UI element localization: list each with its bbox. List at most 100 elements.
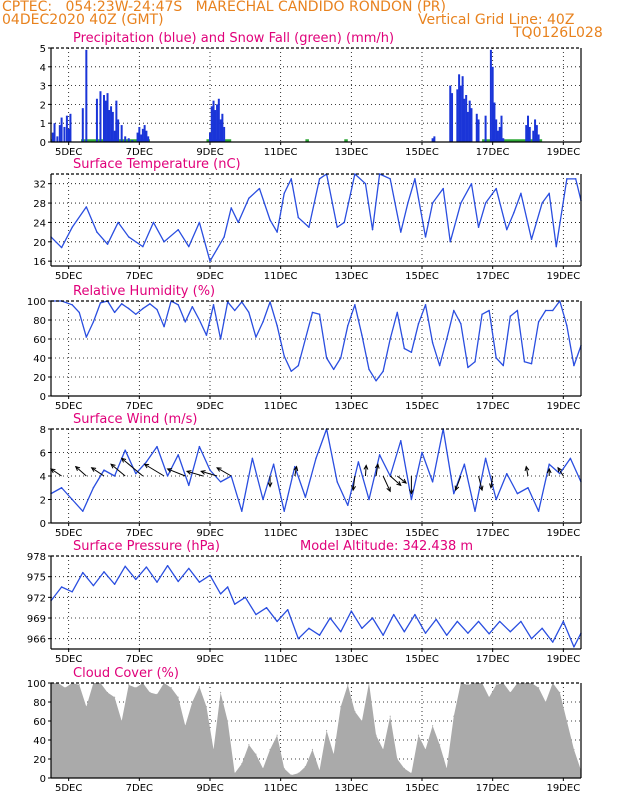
temp-point xyxy=(484,202,487,204)
wind-point xyxy=(283,510,285,512)
precip-bar xyxy=(468,100,471,142)
x-tick-label: 13DEC xyxy=(334,147,368,158)
pres-point xyxy=(329,617,331,619)
cloud-point xyxy=(78,684,80,686)
temp-point xyxy=(60,246,63,249)
cloud-point xyxy=(220,691,222,694)
temp-point xyxy=(209,260,211,262)
precip-bar xyxy=(103,95,105,142)
wind-point xyxy=(188,484,190,487)
cloud-point xyxy=(191,701,193,703)
wind-arrow xyxy=(110,463,126,477)
temp-point xyxy=(513,212,515,214)
rh-point xyxy=(446,338,448,340)
temp-point xyxy=(128,236,130,238)
temp-point xyxy=(378,173,381,175)
temp-point xyxy=(541,202,543,204)
pres-point xyxy=(456,620,459,623)
cloud-point xyxy=(212,748,215,751)
temp-point xyxy=(71,226,73,228)
pres-point xyxy=(209,574,211,576)
x-tick-label: 11DEC xyxy=(264,401,298,412)
wind-point xyxy=(463,463,466,465)
temp-point xyxy=(555,245,557,248)
run-time: 04DEC2020 40Z (GMT) xyxy=(2,12,164,28)
x-tick-label: 15DEC xyxy=(405,271,439,282)
wind-point xyxy=(145,461,148,463)
rh-point xyxy=(85,336,88,338)
y-tick-label: 5 xyxy=(40,44,46,55)
y-tick-label: 2 xyxy=(40,496,46,507)
rh-point xyxy=(149,303,151,305)
pres-point xyxy=(145,566,148,568)
wind-point xyxy=(453,492,455,495)
wind-arrow-head xyxy=(546,467,552,474)
temp-point xyxy=(477,226,480,228)
wind-arrow xyxy=(375,464,379,477)
cloud-point xyxy=(198,686,200,688)
precip-bar xyxy=(63,126,66,142)
x-tick-label: 7DEC xyxy=(126,271,153,282)
wind-arrow-head xyxy=(216,467,222,472)
precip-bar xyxy=(223,126,226,142)
rh-point xyxy=(325,357,328,359)
x-tick-label: 17DEC xyxy=(476,271,510,282)
pres-point xyxy=(488,633,490,635)
precip-bar xyxy=(51,132,54,142)
precip-bar xyxy=(463,98,466,142)
x-tick-label: 19DEC xyxy=(546,783,580,794)
cloud-point xyxy=(545,701,547,703)
wind-arrow xyxy=(382,475,391,492)
x-tick-label: 13DEC xyxy=(334,271,368,282)
temp-point xyxy=(223,236,225,238)
precip-bar xyxy=(99,91,102,142)
y-tick-label: 0 xyxy=(40,519,46,530)
precip-bar xyxy=(136,132,139,142)
pres-point xyxy=(530,637,533,640)
x-tick-label: 11DEC xyxy=(264,147,298,158)
precip-bar xyxy=(140,134,143,142)
wind-point xyxy=(251,457,254,460)
x-tick-label: 13DEC xyxy=(334,783,368,794)
wind-arrow-head xyxy=(200,470,206,475)
precip-bar xyxy=(69,113,72,142)
wind-point xyxy=(82,510,84,512)
cloud-point xyxy=(417,734,420,736)
pres-line xyxy=(50,564,582,648)
y-tick-label: 972 xyxy=(27,593,46,604)
wind-arrow-head xyxy=(489,483,494,489)
precip-bar xyxy=(534,119,537,142)
wind-arrow-head xyxy=(110,463,116,469)
precip-bar xyxy=(458,74,461,142)
rh-point xyxy=(573,364,575,367)
rh-point xyxy=(537,321,540,323)
precip-bar xyxy=(537,134,540,142)
y-tick-label: 0 xyxy=(40,774,46,785)
wind-arrow xyxy=(389,475,402,486)
precip-bar xyxy=(475,113,478,142)
x-tick-label: 19DEC xyxy=(546,401,580,412)
x-tick-label: 7DEC xyxy=(126,147,153,158)
cloud-point xyxy=(85,706,87,708)
x-tick-label: 19DEC xyxy=(546,528,580,539)
rh-point xyxy=(156,308,158,311)
pres-title: Surface Pressure (hPa) xyxy=(73,539,220,554)
wind-arrow xyxy=(167,468,186,477)
cloud-point xyxy=(99,682,102,684)
wind-point xyxy=(474,510,476,512)
x-tick-label: 15DEC xyxy=(405,147,439,158)
temp-line xyxy=(50,173,582,262)
cloud-point xyxy=(262,767,264,770)
precip-bar xyxy=(104,100,107,142)
precip-bar xyxy=(209,132,211,142)
rh-point xyxy=(142,307,144,310)
rh-point xyxy=(113,311,116,314)
temp-point xyxy=(230,207,232,209)
x-tick-label: 11DEC xyxy=(264,271,298,282)
cloud-point xyxy=(474,682,476,684)
x-tick-label: 17DEC xyxy=(476,654,510,665)
cloud-point xyxy=(566,720,568,722)
rh-point xyxy=(283,355,285,357)
rh-point xyxy=(523,361,526,363)
wind-arrow-head xyxy=(374,463,380,469)
